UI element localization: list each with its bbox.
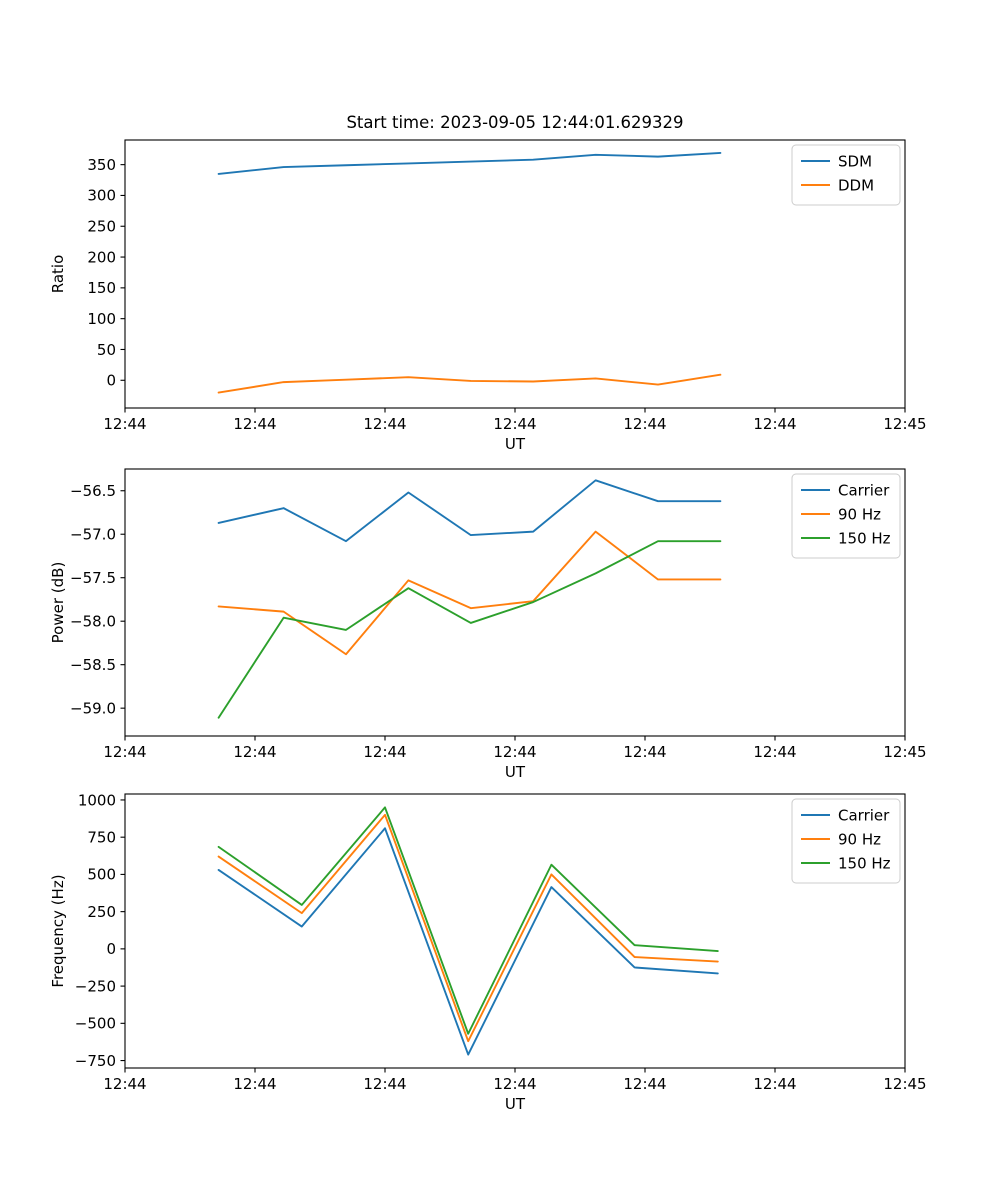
x-tick-label: 12:44	[623, 415, 666, 433]
legend-label-2: 150 Hz	[838, 854, 891, 872]
y-tick-label: 300	[87, 187, 116, 205]
plot-frame	[124, 139, 906, 409]
x-tick-label: 12:45	[883, 415, 926, 433]
x-tick-label: 12:44	[233, 415, 276, 433]
y-tick-label: −750	[75, 1052, 116, 1070]
y-axis-label: Power (dB)	[49, 562, 67, 644]
x-axis-label: UT	[505, 1095, 526, 1113]
x-tick-label: 12:45	[883, 1075, 926, 1093]
y-tick-label: −250	[75, 977, 116, 995]
x-tick-label: 12:44	[363, 415, 406, 433]
x-axis-label: UT	[505, 763, 526, 781]
y-tick-label: 500	[87, 866, 116, 884]
y-tick-label: 100	[87, 310, 116, 328]
series-line-carrier	[217, 479, 722, 543]
x-axis-label: UT	[505, 435, 526, 453]
y-tick-label: 0	[106, 940, 116, 958]
y-tick-label: −58.5	[70, 656, 116, 674]
y-tick-label: 250	[87, 903, 116, 921]
y-axis-label: Frequency (Hz)	[49, 874, 67, 987]
series-line-sdm	[217, 151, 722, 175]
x-tick-label: 12:44	[753, 415, 796, 433]
y-tick-label: 150	[87, 279, 116, 297]
y-tick-label: −57.0	[70, 526, 116, 544]
legend-label-0: Carrier	[838, 806, 890, 824]
plot-frame	[124, 793, 906, 1069]
x-tick-label: 12:44	[103, 1075, 146, 1093]
x-tick-label: 12:44	[623, 743, 666, 761]
x-tick-label: 12:44	[753, 743, 796, 761]
series-line-150-hz	[217, 806, 719, 1035]
x-tick-label: 12:44	[103, 415, 146, 433]
y-tick-label: 200	[87, 248, 116, 266]
subplot-frequency: 12:44 12:44 12:44 12:44 12:44 12:44 12:45 UT −75…	[49, 791, 927, 1113]
y-axis-label: Ratio	[49, 255, 67, 294]
y-tick-label: −59.0	[70, 699, 116, 717]
x-tick-label: 12:44	[493, 415, 536, 433]
legend-label-1: 90 Hz	[838, 505, 881, 523]
y-tick-label: −56.5	[70, 482, 116, 500]
x-tick-label: 12:44	[363, 1075, 406, 1093]
x-tick-label: 12:44	[103, 743, 146, 761]
legend-label-0: Carrier	[838, 481, 890, 499]
subplot-ratio: Start time: 2023-09-05 12:44:01.629329 12…	[49, 113, 927, 453]
legend-label-1: DDM	[838, 176, 874, 194]
x-tick-label: 12:44	[233, 743, 276, 761]
x-tick-label: 12:44	[493, 1075, 536, 1093]
legend-label-2: 150 Hz	[838, 529, 891, 547]
y-tick-label: 50	[97, 341, 116, 359]
y-tick-label: −500	[75, 1015, 116, 1033]
legend-label-0: SDM	[838, 152, 872, 170]
legend-label-1: 90 Hz	[838, 830, 881, 848]
legend-box	[791, 798, 901, 884]
y-tick-label: 250	[87, 218, 116, 236]
figure-title: Start time: 2023-09-05 12:44:01.629329	[346, 113, 683, 132]
x-tick-label: 12:44	[623, 1075, 666, 1093]
series-line-90-hz	[217, 530, 722, 656]
series-line-ddm	[217, 373, 722, 394]
y-tick-label: 0	[106, 372, 116, 390]
series-line-carrier	[217, 827, 719, 1056]
series-line-90-hz	[217, 813, 719, 1043]
x-tick-label: 12:44	[363, 743, 406, 761]
x-tick-label: 12:44	[493, 743, 536, 761]
y-tick-label: −58.0	[70, 612, 116, 630]
y-tick-label: 350	[87, 156, 116, 174]
legend-box	[791, 144, 901, 206]
y-tick-label: 750	[87, 828, 116, 846]
x-tick-label: 12:44	[233, 1075, 276, 1093]
legend-box	[791, 473, 901, 559]
x-tick-label: 12:44	[753, 1075, 796, 1093]
subplot-power: 12:44 12:44 12:44 12:44 12:44 12:44 12:45 UT −56…	[49, 468, 927, 781]
x-tick-label: 12:45	[883, 743, 926, 761]
series-line-150-hz	[217, 540, 722, 719]
y-tick-label: 1000	[78, 791, 116, 809]
y-tick-label: −57.5	[70, 569, 116, 587]
